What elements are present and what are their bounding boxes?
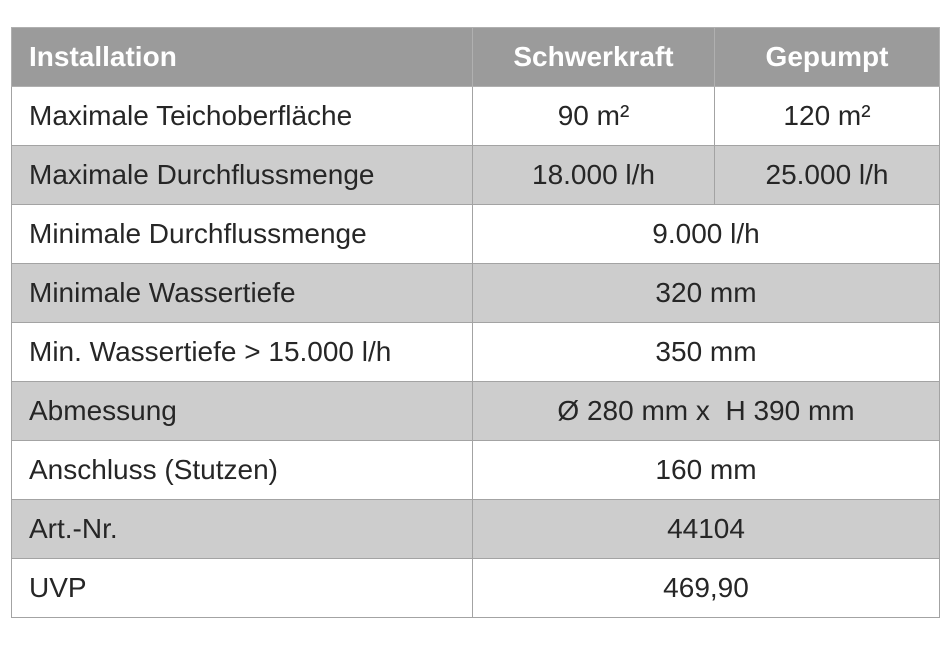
table-row: Art.-Nr. 44104	[11, 499, 940, 559]
spec-table: Installation Schwerkraft Gepumpt Maximal…	[11, 27, 940, 618]
header-installation: Installation	[11, 27, 473, 87]
table-row: Maximale Durchflussmenge 18.000 l/h 25.0…	[11, 145, 940, 205]
row-label: Min. Wassertiefe > 15.000 l/h	[11, 322, 473, 382]
table-row: Maximale Teichoberfläche 90 m² 120 m²	[11, 86, 940, 146]
row-value: 160 mm	[472, 440, 940, 500]
row-value: 320 mm	[472, 263, 940, 323]
row-label: UVP	[11, 558, 473, 618]
row-label: Anschluss (Stutzen)	[11, 440, 473, 500]
header-schwerkraft: Schwerkraft	[472, 27, 715, 87]
row-label: Maximale Teichoberfläche	[11, 86, 473, 146]
row-value: 44104	[472, 499, 940, 559]
row-label: Minimale Durchflussmenge	[11, 204, 473, 264]
row-value-schwerkraft: 18.000 l/h	[472, 145, 715, 205]
row-value: 469,90	[472, 558, 940, 618]
table-row: UVP 469,90	[11, 558, 940, 618]
row-label: Abmessung	[11, 381, 473, 441]
header-gepumpt: Gepumpt	[714, 27, 940, 87]
table-row: Min. Wassertiefe > 15.000 l/h 350 mm	[11, 322, 940, 382]
row-value: 9.000 l/h	[472, 204, 940, 264]
row-label: Minimale Wassertiefe	[11, 263, 473, 323]
row-value: Ø 280 mm x H 390 mm	[472, 381, 940, 441]
table-header: Installation Schwerkraft Gepumpt	[11, 27, 940, 87]
row-label: Maximale Durchflussmenge	[11, 145, 473, 205]
row-value-schwerkraft: 90 m²	[472, 86, 715, 146]
row-value-gepumpt: 120 m²	[714, 86, 940, 146]
table-row: Minimale Wassertiefe 320 mm	[11, 263, 940, 323]
table-row: Abmessung Ø 280 mm x H 390 mm	[11, 381, 940, 441]
row-value-gepumpt: 25.000 l/h	[714, 145, 940, 205]
row-label: Art.-Nr.	[11, 499, 473, 559]
row-value: 350 mm	[472, 322, 940, 382]
table-row: Anschluss (Stutzen) 160 mm	[11, 440, 940, 500]
table-row: Minimale Durchflussmenge 9.000 l/h	[11, 204, 940, 264]
